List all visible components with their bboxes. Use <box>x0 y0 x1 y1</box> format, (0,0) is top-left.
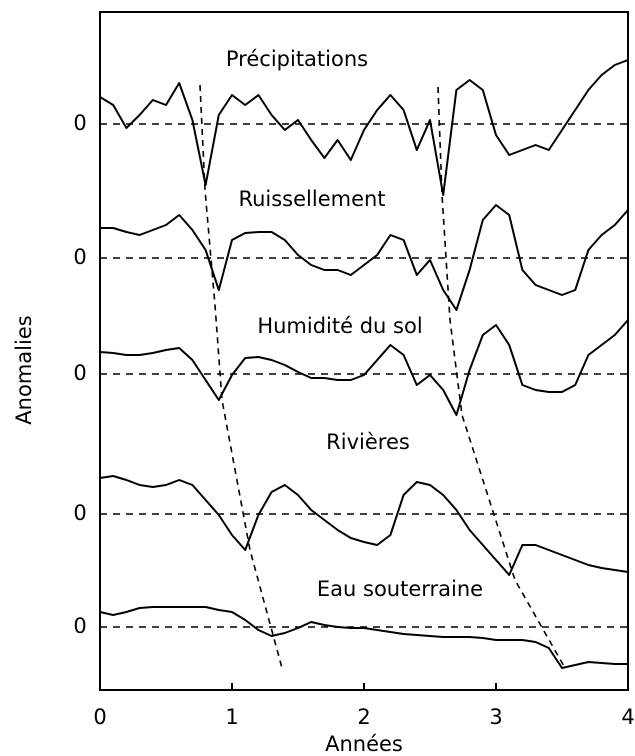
y-tick-label: 0 <box>73 361 86 385</box>
propagation-line <box>437 86 566 669</box>
series-label: Rivières <box>326 430 410 454</box>
x-tick-label: 3 <box>489 705 502 729</box>
x-tick-label: 0 <box>93 705 106 729</box>
series-line <box>100 204 629 311</box>
x-tick-label: 1 <box>225 705 238 729</box>
series-line <box>99 475 629 576</box>
x-axis-label: Années <box>325 732 403 756</box>
y-tick-label: 0 <box>73 614 86 638</box>
y-tick-label: 0 <box>73 501 86 525</box>
x-tick-label: 2 <box>357 705 370 729</box>
series-label: Précipitations <box>226 47 368 71</box>
y-axis-label: Anomalies <box>12 315 36 424</box>
series-label: Ruissellement <box>238 187 385 211</box>
series-label: Humidité du sol <box>257 314 422 338</box>
y-tick-label: 0 <box>73 245 86 269</box>
x-tick-label: 4 <box>621 705 634 729</box>
series-label: Eau souterraine <box>317 577 483 601</box>
series-line <box>99 59 629 196</box>
propagation-line <box>199 84 283 669</box>
series-line <box>99 319 629 416</box>
y-tick-label: 0 <box>73 111 86 135</box>
series-line <box>99 606 628 669</box>
